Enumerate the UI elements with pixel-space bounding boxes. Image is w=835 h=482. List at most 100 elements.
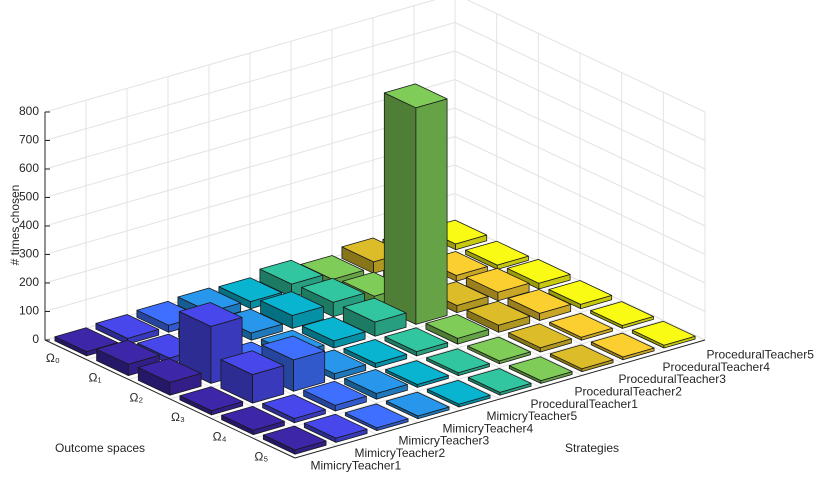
bar-top xyxy=(549,312,613,338)
bar-top xyxy=(385,391,450,417)
grid-line xyxy=(44,0,436,113)
x-tick-label: ProceduralTeacher1 xyxy=(531,397,639,411)
z-tick-label: 600 xyxy=(19,161,39,175)
bar-top xyxy=(260,291,324,316)
grid-line xyxy=(454,22,706,141)
z-tick-label: 700 xyxy=(19,133,39,147)
bar xyxy=(385,391,450,420)
bar xyxy=(179,386,244,416)
bar-top xyxy=(220,350,285,376)
bar xyxy=(137,358,202,396)
grid-line xyxy=(466,0,706,113)
bar-top xyxy=(548,280,613,305)
bar xyxy=(465,267,530,302)
bar xyxy=(178,302,243,384)
z-tick-label: 300 xyxy=(19,247,39,261)
bar xyxy=(631,320,696,349)
z-tick-label: 800 xyxy=(19,104,39,118)
bar-top xyxy=(95,314,160,339)
bar-top xyxy=(466,300,531,326)
bar xyxy=(426,379,491,408)
bar-top xyxy=(303,413,368,439)
bar-top xyxy=(631,320,696,346)
bar-top xyxy=(508,323,572,349)
x-tick-label: ProceduralTeacher5 xyxy=(707,348,815,362)
x-tick-label: ProceduralTeacher3 xyxy=(619,372,727,386)
x-tick-label: ProceduralTeacher4 xyxy=(663,360,771,374)
bars xyxy=(54,83,696,455)
bar-top xyxy=(218,277,283,303)
bar xyxy=(549,344,614,373)
grid-line xyxy=(454,50,706,170)
grid-line xyxy=(454,136,706,255)
z-tick-label: 100 xyxy=(19,304,39,318)
bar-top xyxy=(54,327,119,353)
y-tick-label: Ω₂ xyxy=(130,390,144,404)
y-axis xyxy=(44,339,296,459)
bar-top xyxy=(179,386,244,412)
bar-top xyxy=(301,316,366,342)
bar-top xyxy=(344,369,408,394)
bar-top xyxy=(506,258,571,284)
bar-top xyxy=(301,277,365,303)
x-tick-label: MimicryTeacher1 xyxy=(311,458,402,472)
bar xyxy=(303,380,367,412)
bar xyxy=(548,280,613,310)
bar xyxy=(508,356,573,384)
bar-top xyxy=(465,267,530,293)
z-axis-title: # times chosen xyxy=(8,185,22,266)
bar-top xyxy=(383,83,448,109)
bar-side xyxy=(415,98,448,325)
bar-top xyxy=(549,344,614,370)
bar xyxy=(221,405,285,436)
bar-top xyxy=(590,332,655,358)
bar xyxy=(426,348,490,377)
bar-top xyxy=(467,336,531,362)
bar xyxy=(467,336,531,365)
bar xyxy=(262,394,326,424)
bar-top xyxy=(385,360,449,385)
bar xyxy=(343,339,408,369)
bar xyxy=(590,332,655,361)
bar-top xyxy=(384,327,449,353)
bar xyxy=(344,403,409,432)
bar-top xyxy=(261,335,326,361)
labels: # times chosen Outcome spaces Strategies… xyxy=(8,104,814,472)
bar xyxy=(385,360,449,388)
bar-top xyxy=(425,314,490,339)
y-tick-label: Ω₃ xyxy=(171,410,185,424)
bar xyxy=(590,301,654,329)
bar xyxy=(383,83,448,325)
x-tick-label: MimicryTeacher3 xyxy=(399,434,490,448)
bar xyxy=(303,413,368,443)
bar xyxy=(507,289,572,321)
bar-top xyxy=(221,405,285,431)
bar xyxy=(220,350,285,404)
bar-top xyxy=(96,339,160,365)
z-tick-label: 400 xyxy=(19,218,39,232)
bar-top xyxy=(426,348,490,374)
x-tick-label: MimicryTeacher4 xyxy=(443,421,534,435)
grid-line xyxy=(44,50,456,170)
x-tick-label: ProceduralTeacher2 xyxy=(575,384,683,398)
bar xyxy=(262,425,327,455)
z-tick-label: 0 xyxy=(32,332,39,346)
y-tick-label: Ω₅ xyxy=(254,449,268,463)
bar xyxy=(344,369,408,400)
bar xyxy=(467,368,532,396)
y-tick-label: Ω₁ xyxy=(88,371,101,385)
bar xyxy=(384,327,449,357)
z-tick-label: 500 xyxy=(19,190,39,204)
grid-line xyxy=(454,193,706,312)
x-axis xyxy=(294,339,706,459)
grid-line xyxy=(44,22,456,141)
bar-top xyxy=(508,356,573,382)
y-tick-label: Ω₀ xyxy=(46,351,60,365)
bar-top xyxy=(343,339,408,364)
bar-top xyxy=(342,297,407,323)
bar-top xyxy=(467,368,532,393)
x-tick-label: MimicryTeacher5 xyxy=(487,409,578,423)
bar xyxy=(466,300,531,333)
x-tick-label: MimicryTeacher2 xyxy=(355,446,446,460)
bar-top xyxy=(262,394,326,419)
